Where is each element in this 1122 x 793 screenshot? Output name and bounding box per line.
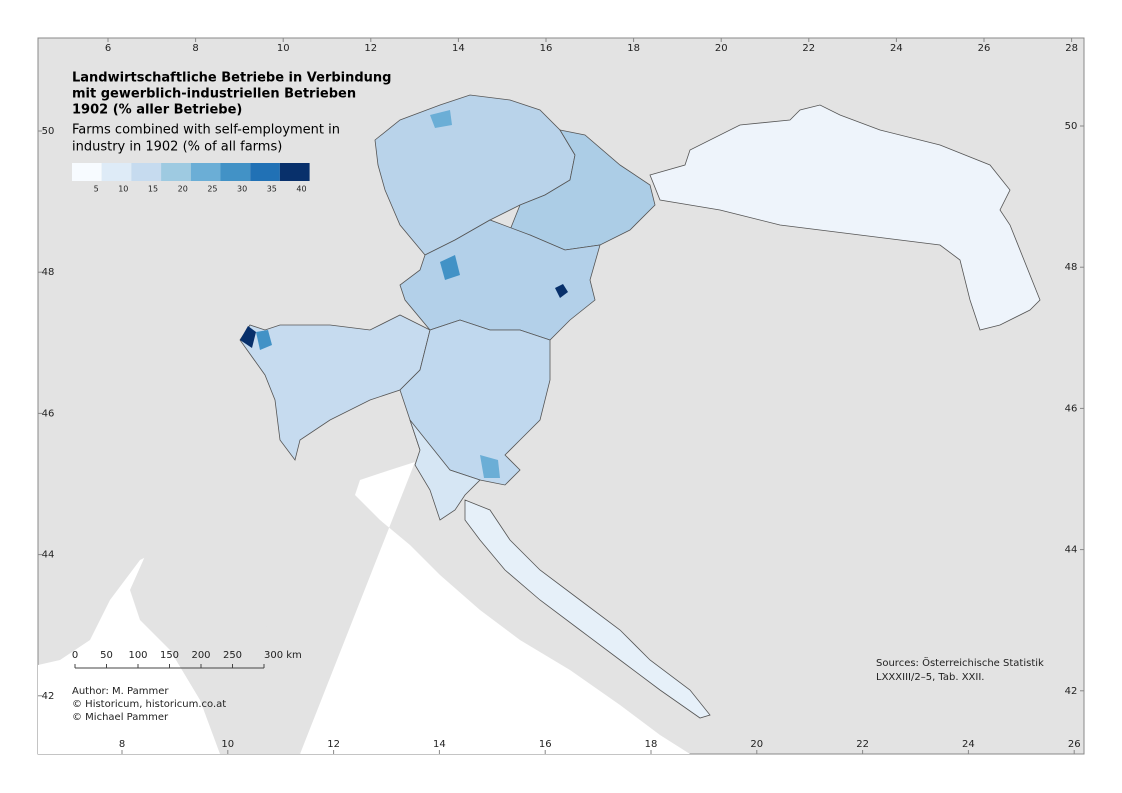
scale-label: 250 — [223, 650, 242, 661]
top-tick-label: 14 — [452, 43, 465, 54]
legend: 5 10 15 20 25 30 35 40 — [72, 163, 310, 194]
bottom-tick-label: 12 — [327, 739, 340, 750]
bottom-tick-label: 22 — [856, 739, 869, 750]
legend-swatch — [250, 163, 280, 181]
legend-label: 25 — [207, 185, 217, 194]
title-block: Landwirtschaftliche Betriebe in Verbindu… — [72, 71, 392, 155]
top-tick-label: 8 — [192, 43, 198, 54]
top-tick-label: 24 — [890, 43, 903, 54]
land-italy — [130, 540, 300, 754]
left-tick-label: 42 — [42, 691, 55, 702]
right-tick-label: 50 — [1065, 121, 1078, 132]
scale-bar: 0 50 100 150 200 250 300 km — [72, 650, 302, 669]
legend-swatch — [190, 163, 221, 181]
bottom-tick-label: 16 — [539, 739, 552, 750]
title-line: mit gewerblich-industriellen Betrieben — [72, 87, 356, 102]
left-tick-label: 48 — [42, 267, 55, 278]
source-line: Sources: Österreichische Statistik — [876, 656, 1044, 669]
region-austria — [399, 219, 601, 341]
subtitle-line: industry in 1902 (% of all farms) — [72, 140, 282, 155]
credit-line: © Historicum, historicum.co.at — [72, 699, 226, 710]
legend-label: 15 — [148, 185, 158, 194]
left-tick-label: 44 — [42, 550, 55, 561]
top-tick-label: 28 — [1065, 43, 1078, 54]
left-tick-label: 50 — [42, 126, 55, 137]
district — [256, 330, 272, 350]
bottom-tick-label: 18 — [645, 739, 658, 750]
region-galicia — [649, 104, 1041, 331]
legend-label: 10 — [118, 185, 128, 194]
top-tick-label: 6 — [105, 43, 111, 54]
scale-label: 50 — [100, 650, 113, 661]
legend-swatch — [220, 163, 251, 181]
title-line: Landwirtschaftliche Betriebe in Verbindu… — [72, 71, 392, 86]
credit-line: Author: M. Pammer — [72, 686, 169, 697]
district — [440, 255, 460, 280]
bottom-tick-label: 20 — [750, 739, 763, 750]
bottom-tick-label: 26 — [1068, 739, 1081, 750]
scale-label: 100 — [128, 650, 147, 661]
legend-label: 5 — [94, 185, 99, 194]
legend-label: 20 — [178, 185, 188, 194]
district — [430, 110, 452, 128]
legend-swatch — [161, 163, 191, 181]
legend-swatch — [72, 163, 102, 181]
bottom-tick-label: 8 — [119, 739, 125, 750]
regions — [239, 94, 1041, 719]
district — [480, 455, 500, 478]
legend-swatch — [279, 163, 310, 181]
top-tick-label: 20 — [715, 43, 728, 54]
credit-line: © Michael Pammer — [72, 712, 169, 723]
region-littoral — [409, 419, 481, 521]
region-styria — [399, 319, 551, 486]
right-tick-label: 46 — [1065, 403, 1078, 414]
scale-label: 300 km — [264, 650, 302, 661]
bottom-tick-label: 10 — [221, 739, 234, 750]
right-tick-label: 42 — [1065, 686, 1078, 697]
left-tick-label: 46 — [42, 408, 55, 419]
top-tick-label: 26 — [978, 43, 991, 54]
right-tick-label: 44 — [1065, 545, 1078, 556]
subtitle-line: Farms combined with self-employment in — [72, 123, 340, 138]
scale-label: 0 — [72, 650, 78, 661]
legend-label: 40 — [296, 185, 306, 194]
legend-label: 35 — [267, 185, 277, 194]
legend-swatch — [101, 163, 132, 181]
top-tick-label: 22 — [802, 43, 815, 54]
right-tick-label: 48 — [1065, 262, 1078, 273]
legend-label: 30 — [237, 185, 247, 194]
top-tick-label: 10 — [277, 43, 290, 54]
title-line: 1902 (% aller Betriebe) — [72, 103, 242, 118]
region-dalmatia — [464, 499, 711, 719]
scale-label: 150 — [160, 650, 179, 661]
top-tick-label: 12 — [364, 43, 377, 54]
district-dark — [240, 326, 256, 348]
frame-ticks: 6 8 10 12 14 16 18 20 22 24 26 28 8 10 12 14 16 18 20 22 24 2… — [38, 38, 1084, 754]
top-tick-label: 18 — [627, 43, 640, 54]
bottom-tick-label: 24 — [962, 739, 975, 750]
district-dark — [555, 284, 568, 298]
top-tick-label: 16 — [540, 43, 553, 54]
notes: Author: M. Pammer © Historicum, historicu… — [72, 656, 1044, 723]
bottom-tick-label: 14 — [433, 739, 446, 750]
source-line: LXXXIII/2–5, Tab. XXII. — [876, 672, 985, 683]
scale-label: 200 — [191, 650, 210, 661]
legend-swatch — [131, 163, 162, 181]
